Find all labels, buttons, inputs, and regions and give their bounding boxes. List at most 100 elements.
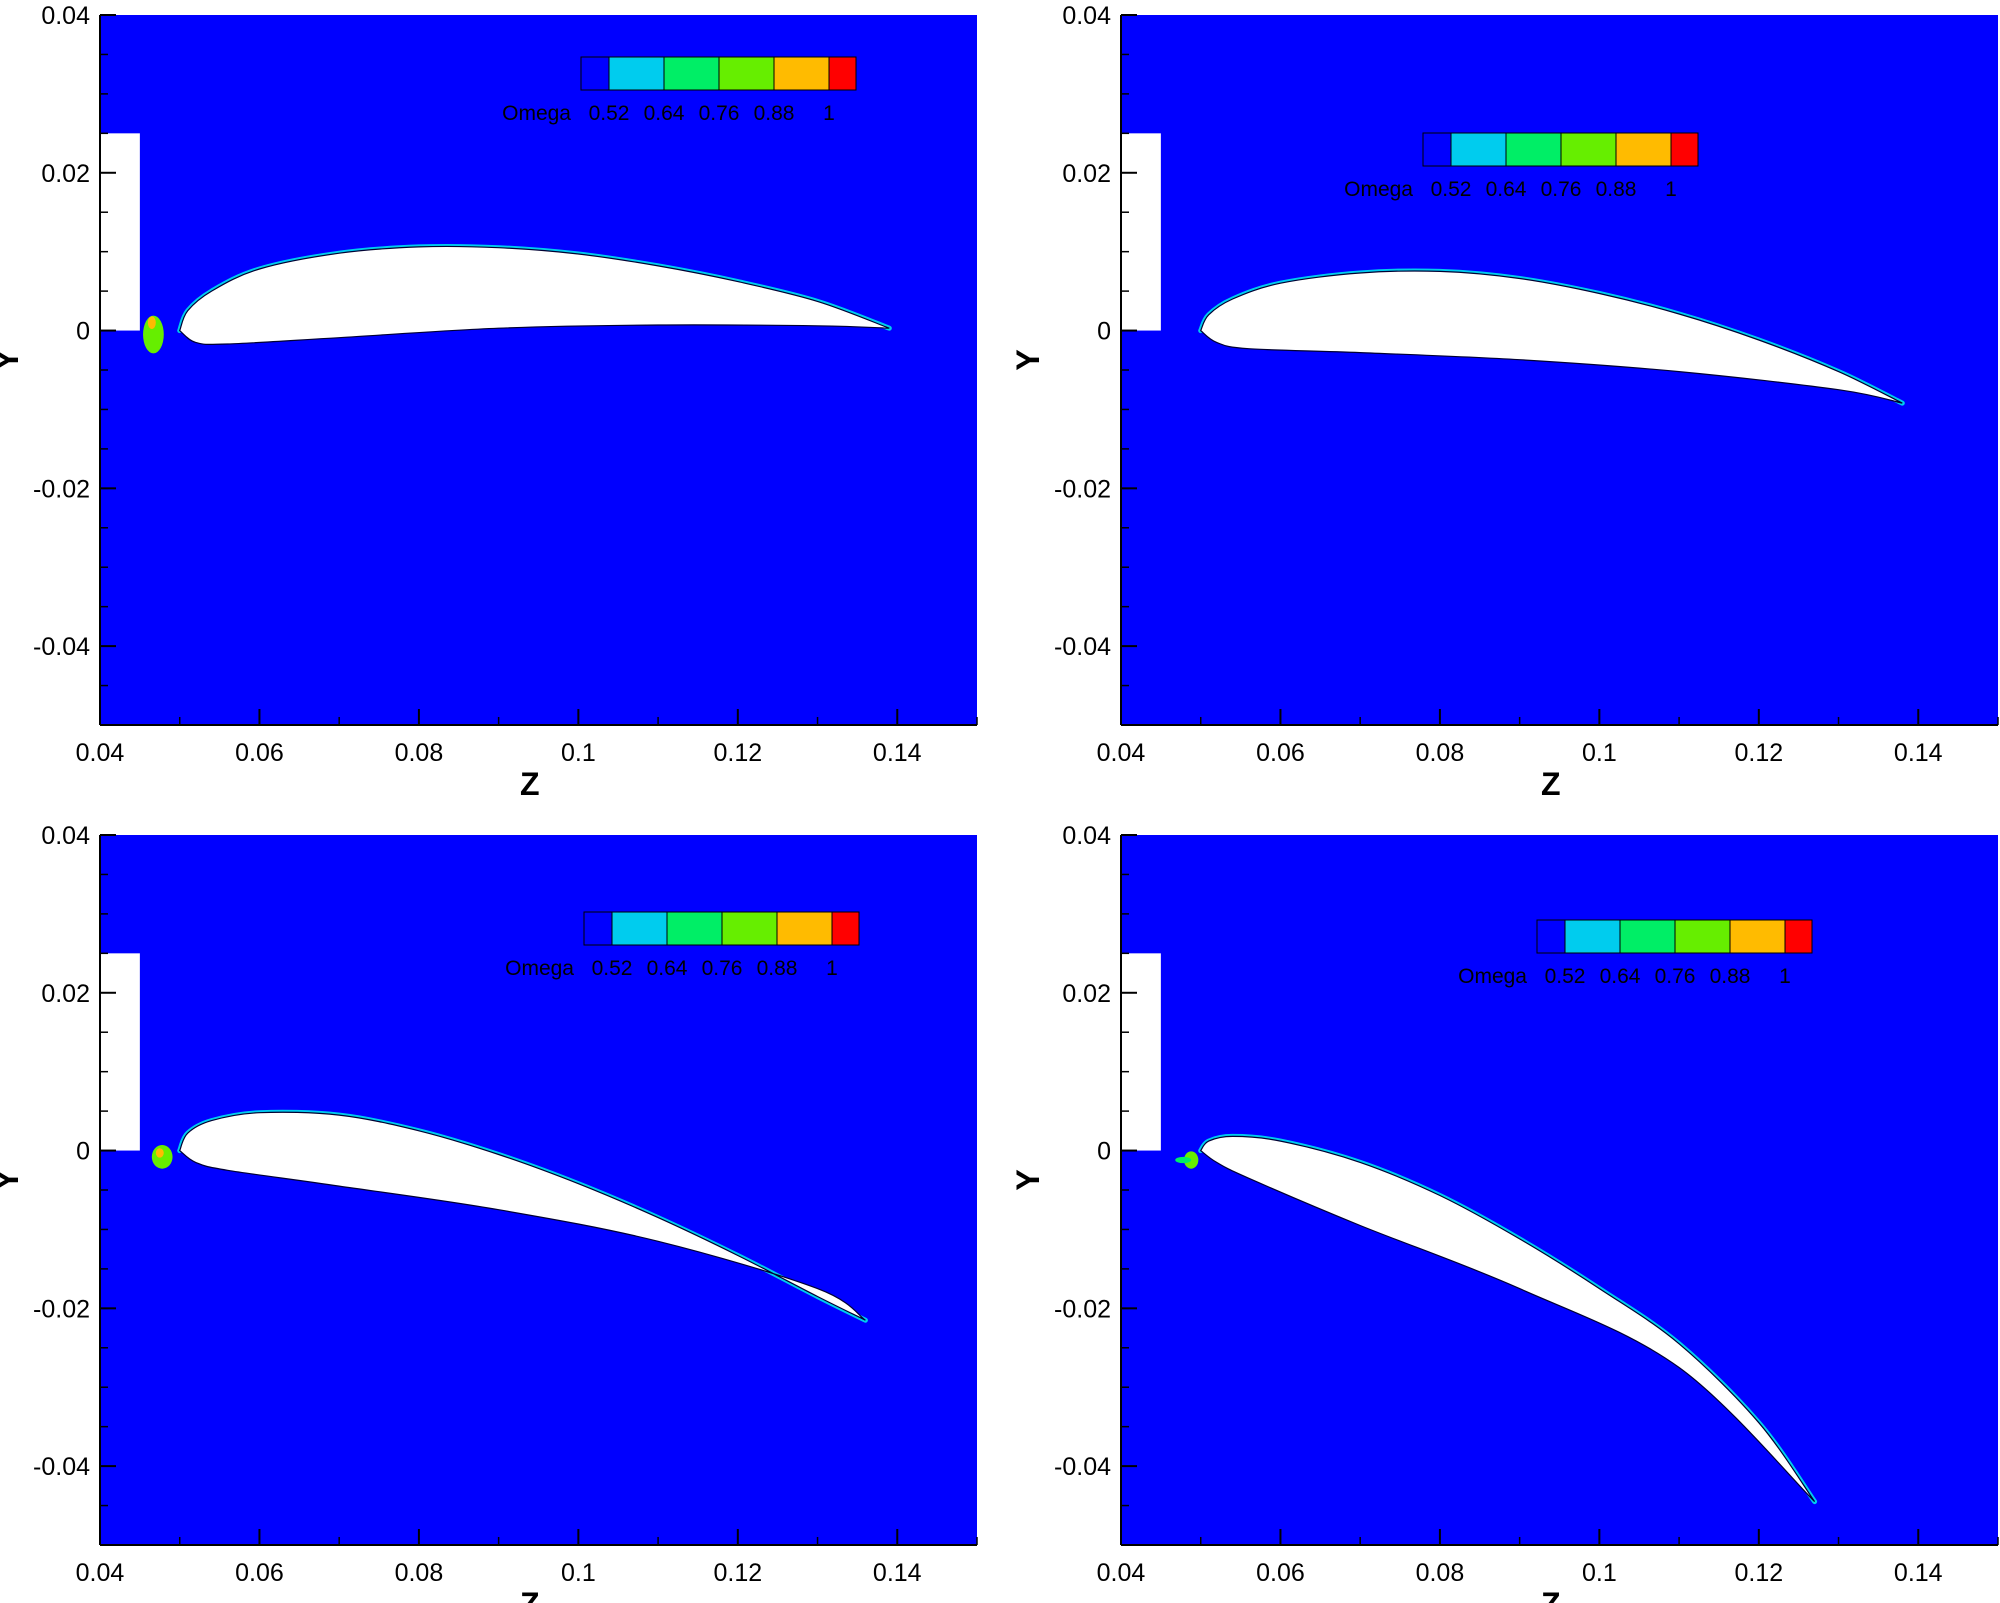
legend-title: Omega xyxy=(505,957,574,980)
legend-swatch xyxy=(608,56,665,91)
contour-field xyxy=(100,15,977,725)
legend-level-label: 0.64 xyxy=(1486,178,1527,201)
legend-swatch xyxy=(1784,919,1813,954)
airfoil-body xyxy=(1199,270,1903,404)
x-tick-label: 0.12 xyxy=(1734,739,1783,767)
x-tick-label: 0.14 xyxy=(1894,739,1943,767)
legend-level-label: 1 xyxy=(1779,965,1791,988)
y-tick-label: 0.04 xyxy=(1062,822,1111,850)
x-tick-label: 0.08 xyxy=(395,739,444,767)
y-tick-label: 0.04 xyxy=(41,2,90,30)
legend-level-label: 0.88 xyxy=(1710,965,1751,988)
legend-swatch xyxy=(773,56,830,91)
y-tick-label: -0.02 xyxy=(1054,1295,1111,1323)
contour-field xyxy=(1121,15,1998,725)
x-tick-label: 0.14 xyxy=(873,1559,922,1587)
x-tick-label: 0.08 xyxy=(1416,739,1465,767)
legend-level-label: 0.88 xyxy=(757,957,798,980)
x-tick-label: 0.06 xyxy=(1256,739,1305,767)
y-tick-label: 0 xyxy=(76,318,90,346)
omega-legend: Omega 0.52 0.64 0.76 0.88 1 xyxy=(505,911,860,980)
x-tick-label: 0.14 xyxy=(873,739,922,767)
legend-swatch xyxy=(1536,919,1566,954)
panel-top-right: 0.04 0.06 0.08 0.1 0.12 0.14 0.04 0.02 0 -0.02 -0.… xyxy=(1010,2,1999,802)
plate-body xyxy=(1121,953,1161,1151)
omega-legend: Omega 0.52 0.64 0.76 0.88 1 xyxy=(502,56,857,125)
y-tick-label: 0.04 xyxy=(1062,2,1111,30)
legend-swatch xyxy=(718,56,775,91)
airfoil-body xyxy=(178,1111,866,1321)
x-tick-label: 0.04 xyxy=(1097,739,1146,767)
y-tick-label: 0.02 xyxy=(41,160,90,188)
y-tick-label: -0.04 xyxy=(33,633,90,661)
vortex-spot-1 xyxy=(155,1148,164,1158)
legend-level-label: 0.76 xyxy=(702,957,743,980)
vortex-spot-0 xyxy=(1183,1151,1199,1169)
plate-body xyxy=(1121,133,1161,331)
x-tick-label: 0.12 xyxy=(1734,1559,1783,1587)
omega-legend: Omega 0.52 0.64 0.76 0.88 1 xyxy=(1458,919,1813,988)
y-axis-title: Y xyxy=(1010,1169,1046,1190)
x-tick-label: 0.08 xyxy=(395,1559,444,1587)
x-tick-label: 0.1 xyxy=(561,1559,596,1587)
legend-level-label: 0.88 xyxy=(754,102,795,125)
plate-body xyxy=(100,133,140,331)
x-tick-label: 0.04 xyxy=(76,739,125,767)
legend-level-label: 0.64 xyxy=(647,957,688,980)
y-axis-title: Y xyxy=(0,1169,25,1190)
y-tick-label: 0.02 xyxy=(1062,160,1111,188)
airfoil-body xyxy=(1199,1135,1816,1503)
y-tick-label: -0.02 xyxy=(1054,475,1111,503)
legend-level-label: 0.88 xyxy=(1596,178,1637,201)
legend-swatch xyxy=(828,56,857,91)
x-tick-label: 0.1 xyxy=(1582,1559,1617,1587)
legend-swatch xyxy=(721,911,778,946)
legend-swatch xyxy=(580,56,610,91)
legend-level-label: 0.64 xyxy=(644,102,685,125)
legend-swatch xyxy=(1729,919,1786,954)
x-tick-label: 0.1 xyxy=(561,739,596,767)
legend-level-label: 1 xyxy=(826,957,838,980)
legend-swatch xyxy=(1619,919,1676,954)
y-tick-label: 0 xyxy=(1097,1138,1111,1166)
panel-bottom-right: 0.04 0.06 0.08 0.1 0.12 0.14 0.04 0.02 0 -0.02 -0.… xyxy=(1010,822,1999,1603)
vortex-spot-1 xyxy=(1175,1156,1192,1164)
x-tick-label: 0.12 xyxy=(713,739,762,767)
legend-swatch xyxy=(776,911,833,946)
legend-swatch xyxy=(1560,132,1617,167)
legend-title: Omega xyxy=(502,102,571,125)
legend-title: Omega xyxy=(1458,965,1527,988)
legend-level-label: 0.52 xyxy=(1431,178,1472,201)
plate-body xyxy=(100,953,140,1151)
legend-level-label: 1 xyxy=(1665,178,1677,201)
vortex-spot-1 xyxy=(147,316,156,329)
legend-level-label: 0.52 xyxy=(592,957,633,980)
y-tick-label: 0.04 xyxy=(41,822,90,850)
x-tick-label: 0.06 xyxy=(235,739,284,767)
x-axis-title: Z xyxy=(1541,1586,1561,1603)
legend-swatch xyxy=(1422,132,1452,167)
panel-top-left: 0.04 0.06 0.08 0.1 0.12 0.14 0.04 0.02 0 -0.02 -0.… xyxy=(0,2,978,802)
legend-level-label: 0.76 xyxy=(1655,965,1696,988)
y-axis-title: Y xyxy=(1010,349,1046,370)
legend-level-label: 0.76 xyxy=(1541,178,1582,201)
x-tick-label: 0.04 xyxy=(1097,1559,1146,1587)
legend-level-label: 0.64 xyxy=(1600,965,1641,988)
legend-level-label: 0.52 xyxy=(1545,965,1586,988)
legend-swatch xyxy=(1450,132,1507,167)
legend-swatch xyxy=(1564,919,1621,954)
airfoil-body xyxy=(178,245,890,346)
x-tick-label: 0.1 xyxy=(1582,739,1617,767)
y-tick-label: -0.02 xyxy=(33,475,90,503)
legend-swatch xyxy=(611,911,668,946)
x-tick-label: 0.06 xyxy=(1256,1559,1305,1587)
legend-swatch xyxy=(666,911,723,946)
legend-swatch xyxy=(1674,919,1731,954)
legend-level-label: 0.52 xyxy=(589,102,630,125)
x-tick-label: 0.08 xyxy=(1416,1559,1465,1587)
legend-title: Omega xyxy=(1344,178,1413,201)
x-tick-label: 0.14 xyxy=(1894,1559,1943,1587)
panel-bottom-left: 0.04 0.06 0.08 0.1 0.12 0.14 0.04 0.02 0 -0.02 -0.… xyxy=(0,822,978,1603)
y-tick-label: 0 xyxy=(1097,318,1111,346)
